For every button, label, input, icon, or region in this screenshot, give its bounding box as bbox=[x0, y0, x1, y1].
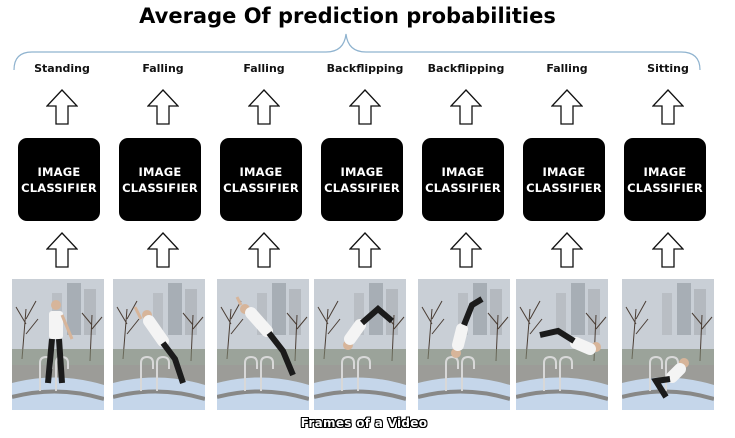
video-frame-image bbox=[217, 279, 309, 410]
up-arrow-icon bbox=[248, 89, 280, 125]
classifier-column: Sitting IMAGE CLASSIFIER bbox=[616, 0, 720, 438]
up-arrow-icon bbox=[349, 232, 381, 268]
up-arrow-icon bbox=[551, 89, 583, 125]
image-classifier-box: IMAGE CLASSIFIER bbox=[220, 138, 302, 221]
prediction-label: Falling bbox=[546, 62, 588, 75]
video-frame-image bbox=[622, 279, 714, 410]
video-frames-caption: Frames of a Video bbox=[300, 416, 428, 430]
classifier-text-line2: CLASSIFIER bbox=[122, 180, 198, 195]
classifier-text-line2: CLASSIFIER bbox=[627, 180, 703, 195]
classifier-text-line1: IMAGE bbox=[643, 164, 687, 179]
classifier-text-line2: CLASSIFIER bbox=[223, 180, 299, 195]
up-arrow-icon bbox=[450, 232, 482, 268]
image-classifier-box: IMAGE CLASSIFIER bbox=[18, 138, 100, 221]
classifier-column: Falling IMAGE CLASSIFIER bbox=[111, 0, 215, 438]
classifier-text-line1: IMAGE bbox=[441, 164, 485, 179]
video-frame-image bbox=[418, 279, 510, 410]
prediction-label: Falling bbox=[243, 62, 285, 75]
prediction-label: Sitting bbox=[647, 62, 689, 75]
up-arrow-icon bbox=[652, 89, 684, 125]
grouping-brace bbox=[13, 33, 701, 71]
up-arrow-icon bbox=[450, 89, 482, 125]
classifier-column: Falling IMAGE CLASSIFIER bbox=[515, 0, 619, 438]
classifier-text-line2: CLASSIFIER bbox=[324, 180, 400, 195]
video-frame-image bbox=[12, 279, 104, 410]
video-frame-image bbox=[113, 279, 205, 410]
image-classifier-box: IMAGE CLASSIFIER bbox=[119, 138, 201, 221]
diagram-title: Average Of prediction probabilities bbox=[139, 4, 556, 28]
classifier-text-line2: CLASSIFIER bbox=[425, 180, 501, 195]
up-arrow-icon bbox=[147, 89, 179, 125]
classifier-text-line2: CLASSIFIER bbox=[526, 180, 602, 195]
video-frame-image bbox=[314, 279, 406, 410]
prediction-label: Falling bbox=[142, 62, 184, 75]
prediction-label: Standing bbox=[34, 62, 90, 75]
image-classifier-box: IMAGE CLASSIFIER bbox=[321, 138, 403, 221]
classifier-text-line1: IMAGE bbox=[340, 164, 384, 179]
prediction-label: Backflipping bbox=[427, 62, 505, 75]
classifier-column: Falling IMAGE CLASSIFIER bbox=[212, 0, 316, 438]
classifier-text-line1: IMAGE bbox=[138, 164, 182, 179]
video-frame-image bbox=[516, 279, 608, 410]
up-arrow-icon bbox=[248, 232, 280, 268]
classifier-text-line1: IMAGE bbox=[37, 164, 81, 179]
up-arrow-icon bbox=[46, 232, 78, 268]
classifier-text-line1: IMAGE bbox=[542, 164, 586, 179]
classifier-column: Backflipping IMAGE CLASSIFIER bbox=[313, 0, 417, 438]
up-arrow-icon bbox=[652, 232, 684, 268]
up-arrow-icon bbox=[46, 89, 78, 125]
image-classifier-box: IMAGE CLASSIFIER bbox=[624, 138, 706, 221]
image-classifier-box: IMAGE CLASSIFIER bbox=[422, 138, 504, 221]
image-classifier-box: IMAGE CLASSIFIER bbox=[523, 138, 605, 221]
classifier-column: Backflipping IMAGE CLASSIFIER bbox=[414, 0, 518, 438]
classifier-text-line1: IMAGE bbox=[239, 164, 283, 179]
classifier-text-line2: CLASSIFIER bbox=[21, 180, 97, 195]
up-arrow-icon bbox=[551, 232, 583, 268]
up-arrow-icon bbox=[147, 232, 179, 268]
classifier-column: Standing IMAGE CLASSIFIER bbox=[10, 0, 114, 438]
prediction-label: Backflipping bbox=[326, 62, 404, 75]
up-arrow-icon bbox=[349, 89, 381, 125]
